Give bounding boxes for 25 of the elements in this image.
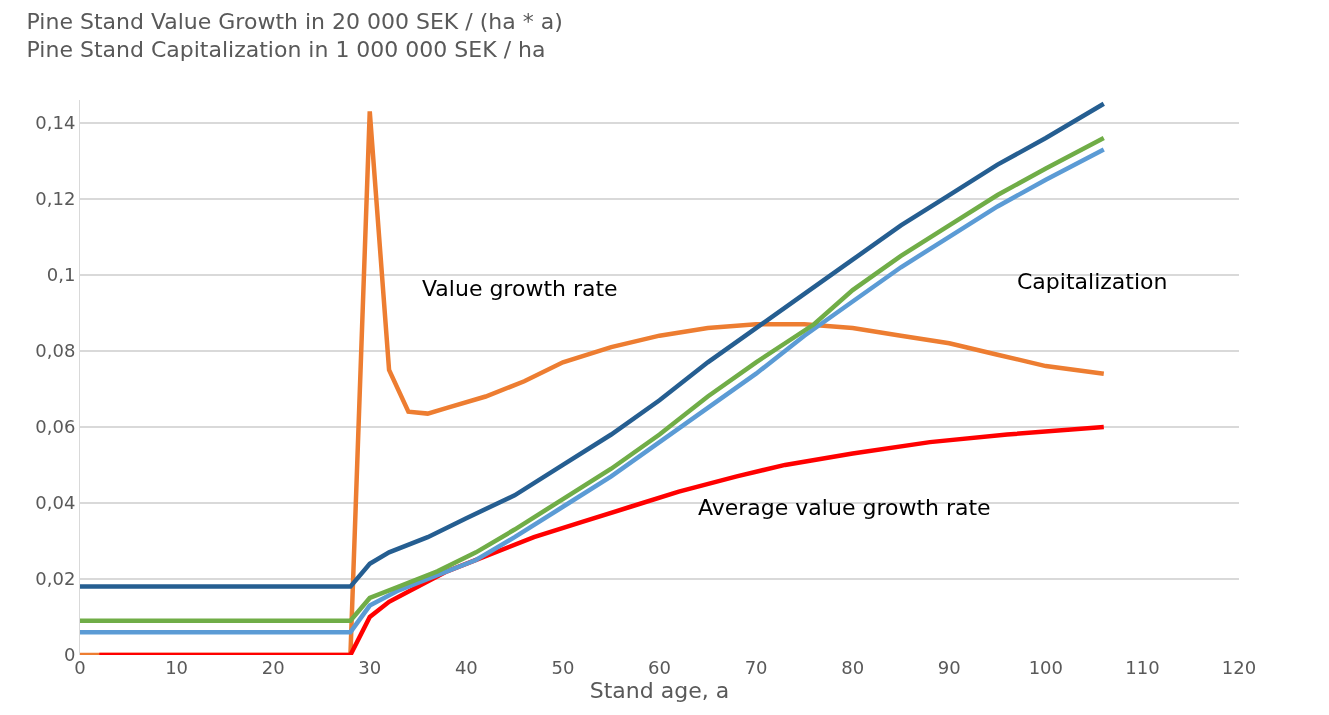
y-tick-label: 0,04 <box>35 492 76 514</box>
x-tick-label: 90 <box>937 657 961 678</box>
x-tick-label: 70 <box>744 657 768 678</box>
y-tick-label: 0,08 <box>35 340 76 362</box>
y-tick-label: 0,1 <box>46 264 76 286</box>
x-tick-label: 50 <box>551 657 575 678</box>
x-tick-label: 100 <box>1028 657 1064 678</box>
x-tick-label: 120 <box>1221 657 1257 678</box>
x-tick-label: 30 <box>358 657 382 678</box>
x-tick-label: 40 <box>454 657 478 678</box>
x-axis-title: Stand age, a <box>589 678 730 703</box>
annotation: Capitalization <box>1017 269 1168 294</box>
x-tick-label: 10 <box>165 657 189 678</box>
y-tick-label: 0,12 <box>35 188 76 210</box>
x-tick-label: 20 <box>261 657 285 678</box>
line-series <box>97 424 1107 655</box>
x-tick-label: 60 <box>648 657 671 678</box>
x-tick-label: 110 <box>1125 657 1160 678</box>
chart-title: Pine Stand Value Growth in 20 000 SEK / (ha * a) Pine Stand Capitalization in 1 000 000 SEK / ha <box>26 8 563 63</box>
annotation: Value growth rate <box>422 276 618 301</box>
y-tick-label: 0,14 <box>35 112 76 134</box>
x-tick-label: 80 <box>841 657 865 678</box>
y-tick-label: 0,06 <box>35 416 76 438</box>
annotation: Average value growth rate <box>698 495 991 520</box>
y-tick-label: 0,02 <box>35 568 76 590</box>
